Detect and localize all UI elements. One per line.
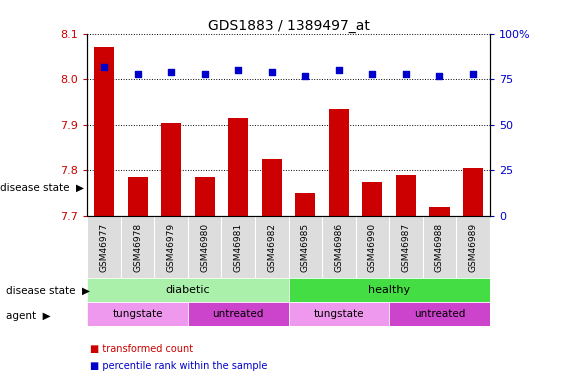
Bar <box>87 302 188 326</box>
Bar <box>195 177 215 216</box>
Text: agent  ▶: agent ▶ <box>6 311 50 321</box>
Text: GSM46980: GSM46980 <box>200 223 209 272</box>
Text: GSM46989: GSM46989 <box>468 223 477 272</box>
Text: GSM46990: GSM46990 <box>368 223 377 272</box>
Bar <box>87 279 289 302</box>
Bar <box>396 175 416 216</box>
Point <box>200 71 209 77</box>
Text: untreated: untreated <box>212 309 264 319</box>
Bar <box>188 302 289 326</box>
Text: healthy: healthy <box>368 285 410 296</box>
Text: untreated: untreated <box>414 309 465 319</box>
Title: GDS1883 / 1389497_at: GDS1883 / 1389497_at <box>208 19 369 33</box>
Bar <box>262 159 282 216</box>
Bar <box>94 47 114 216</box>
Point <box>133 71 142 77</box>
Text: GSM46979: GSM46979 <box>167 223 176 272</box>
Bar <box>128 177 148 216</box>
Text: GSM46978: GSM46978 <box>133 223 142 272</box>
Point <box>167 69 176 75</box>
Point <box>468 71 477 77</box>
Text: ■ percentile rank within the sample: ■ percentile rank within the sample <box>90 361 267 370</box>
Bar <box>329 109 349 216</box>
Text: diabetic: diabetic <box>166 285 210 296</box>
Text: GSM46987: GSM46987 <box>401 223 410 272</box>
Point <box>100 63 109 69</box>
Bar <box>363 182 382 216</box>
Bar <box>289 279 490 302</box>
Point <box>401 71 410 77</box>
Text: GSM46986: GSM46986 <box>334 223 343 272</box>
Bar <box>228 118 248 216</box>
Text: ■ transformed count: ■ transformed count <box>90 344 193 354</box>
Point <box>234 67 243 73</box>
Bar <box>463 168 483 216</box>
Point <box>368 71 377 77</box>
Text: tungstate: tungstate <box>113 309 163 319</box>
Bar <box>161 123 181 216</box>
Text: GSM46977: GSM46977 <box>100 223 109 272</box>
Text: disease state  ▶: disease state ▶ <box>6 286 90 296</box>
Text: disease state  ▶: disease state ▶ <box>0 183 84 192</box>
Point <box>435 73 444 79</box>
Text: GSM46982: GSM46982 <box>267 223 276 272</box>
Bar <box>389 302 490 326</box>
Text: GSM46985: GSM46985 <box>301 223 310 272</box>
Text: tungstate: tungstate <box>314 309 364 319</box>
Text: GSM46988: GSM46988 <box>435 223 444 272</box>
Point <box>334 67 343 73</box>
Point <box>267 69 276 75</box>
Bar <box>430 207 449 216</box>
Text: GSM46981: GSM46981 <box>234 223 243 272</box>
Bar <box>295 193 315 216</box>
Point <box>301 73 310 79</box>
Bar <box>289 302 389 326</box>
